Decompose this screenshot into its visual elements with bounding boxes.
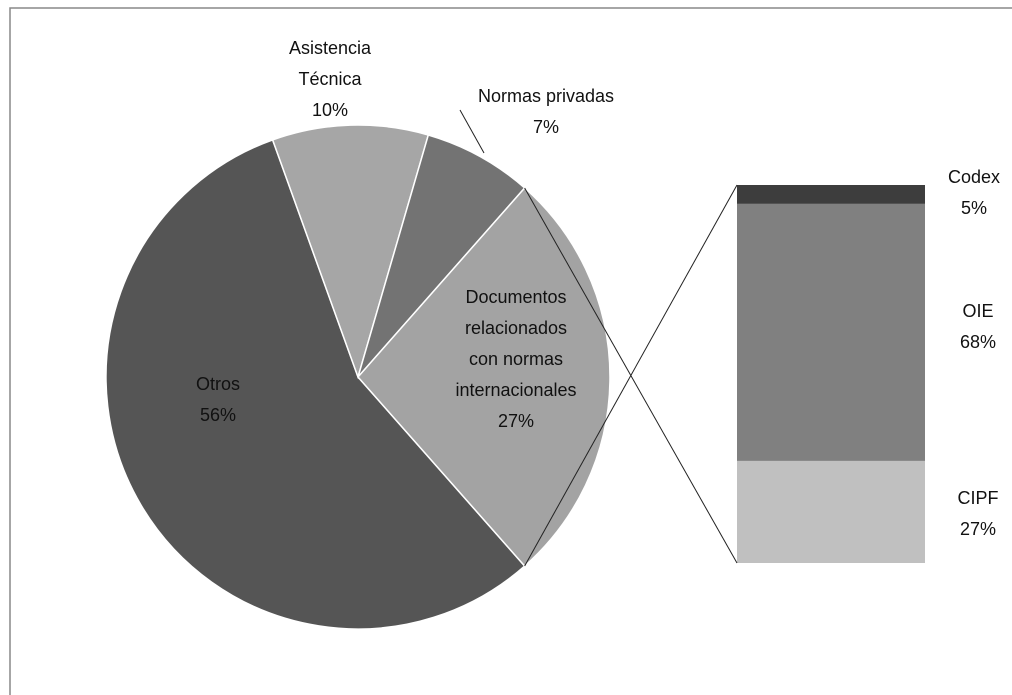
pie-slice bbox=[357, 134, 526, 378]
segment-label: Codex 5% bbox=[948, 162, 1000, 224]
category-label: Asistencia Técnica bbox=[288, 38, 372, 89]
slice-label: Asistencia Técnica 10% bbox=[280, 33, 380, 126]
slice-label: Normas privadas 7% bbox=[478, 81, 614, 143]
bar-segment bbox=[737, 203, 925, 461]
value-label: 68% bbox=[959, 332, 997, 352]
slice-label: Documentos relacionados con normas inter… bbox=[449, 282, 583, 437]
category-label: Documentos relacionados con normas inter… bbox=[455, 287, 577, 400]
category-label: Codex bbox=[947, 167, 1001, 187]
value-label: 27% bbox=[497, 411, 535, 431]
segment-label: CIPF 27% bbox=[957, 483, 998, 545]
pie-slice bbox=[271, 124, 430, 380]
value-label: 10% bbox=[311, 100, 349, 120]
category-label: CIPF bbox=[957, 488, 999, 508]
pie-slice bbox=[357, 186, 611, 568]
value-label: 56% bbox=[199, 405, 237, 425]
category-label: OIE bbox=[962, 301, 994, 321]
segment-label: OIE 68% bbox=[960, 296, 996, 358]
bar-segment bbox=[737, 460, 925, 563]
value-label: 7% bbox=[532, 117, 560, 137]
value-label: 27% bbox=[959, 519, 997, 539]
pie-slice bbox=[105, 138, 526, 630]
value-label: 5% bbox=[960, 198, 987, 218]
category-label: Otros bbox=[195, 374, 241, 394]
connector-line bbox=[524, 187, 738, 564]
bar-segment bbox=[737, 185, 925, 204]
slice-label: Otros 56% bbox=[196, 369, 240, 431]
category-label: Normas privadas bbox=[477, 86, 615, 106]
leader-line bbox=[459, 109, 485, 154]
